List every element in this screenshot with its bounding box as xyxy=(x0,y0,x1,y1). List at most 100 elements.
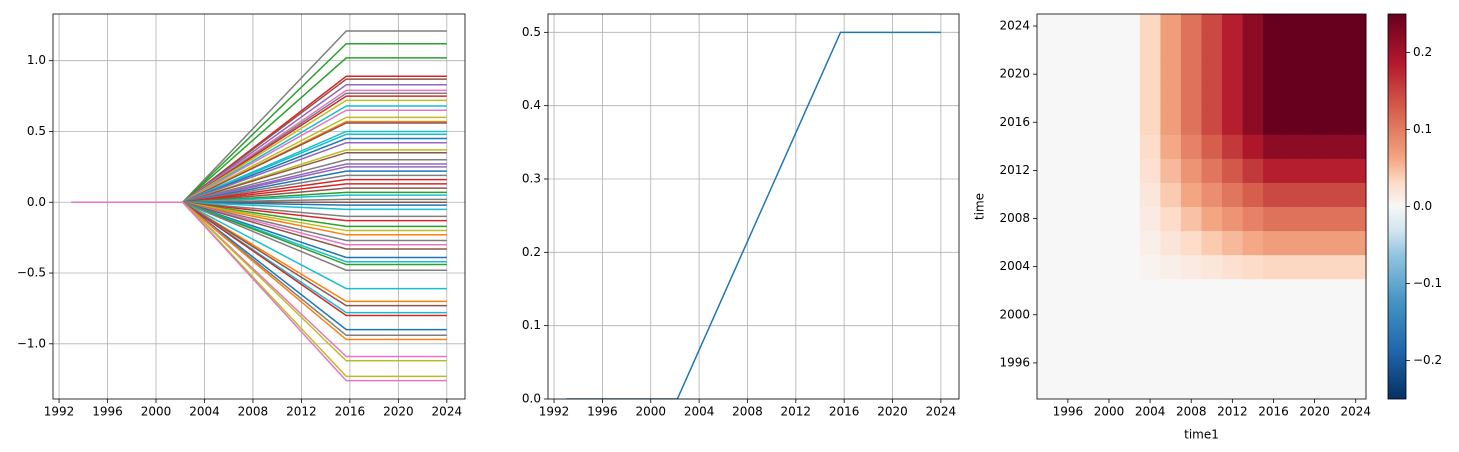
heatmap-cell xyxy=(1201,110,1223,135)
heatmap-cell xyxy=(1304,254,1326,280)
heatmap-cell xyxy=(1119,326,1141,352)
heatmap-cell xyxy=(1201,302,1223,328)
y-tick-label: 2000 xyxy=(999,307,1030,321)
heatmap-cell xyxy=(1139,38,1161,63)
heatmap-cell xyxy=(1263,38,1285,63)
heatmap-cell xyxy=(1180,278,1202,304)
heatmap-cell xyxy=(1057,110,1079,135)
heatmap-cell xyxy=(1263,158,1285,183)
heatmap-cell xyxy=(1160,182,1182,207)
heatmap-cell xyxy=(1057,14,1079,39)
heatmap-cell xyxy=(1057,206,1079,232)
x-tick-label: 2008 xyxy=(1176,405,1207,419)
heatmap-cell xyxy=(1345,278,1367,304)
heatmap-cell xyxy=(1078,206,1100,232)
heatmap-cell xyxy=(1304,374,1326,400)
colorbar-tick-label: 0.2 xyxy=(1413,45,1432,59)
heatmap-cell xyxy=(1098,14,1120,39)
heatmap-cell xyxy=(1324,278,1346,304)
y-tick-label: 2020 xyxy=(999,67,1030,81)
series-line xyxy=(71,201,447,382)
heatmap-cell xyxy=(1304,158,1326,183)
heatmap-cell xyxy=(1057,230,1079,256)
heatmap-cell xyxy=(1242,350,1264,376)
heatmap-cell xyxy=(1242,110,1264,135)
heatmap-cell xyxy=(1180,230,1202,256)
heatmap-cell xyxy=(1160,206,1182,232)
heatmap-cell xyxy=(1180,326,1202,352)
heatmap-cell xyxy=(1263,206,1285,232)
heatmap-cell xyxy=(1037,206,1059,232)
heatmap-cell xyxy=(1078,278,1100,304)
x-tick-label: 2012 xyxy=(781,405,812,419)
heatmap-cell xyxy=(1180,62,1202,87)
x-tick-label: 2016 xyxy=(1258,405,1289,419)
y-tick-label: 0.5 xyxy=(522,25,541,39)
heatmap-cell xyxy=(1283,110,1305,135)
heatmap-cell xyxy=(1098,86,1120,111)
heatmap-cell xyxy=(1222,374,1244,400)
x-tick-label: 2012 xyxy=(1217,405,1248,419)
x-tick-label: 2024 xyxy=(926,405,957,419)
heatmap-cell xyxy=(1263,62,1285,87)
heatmap-cell xyxy=(1304,326,1326,352)
heatmap-cell xyxy=(1139,134,1161,159)
heatmap-cell xyxy=(1119,38,1141,63)
heatmap-cell xyxy=(1037,110,1059,135)
heatmap-cell xyxy=(1324,158,1346,183)
heatmap-cell xyxy=(1324,86,1346,111)
heatmap-cell xyxy=(1201,374,1223,400)
y-tick-label: 0.5 xyxy=(27,124,46,138)
heatmap-cell xyxy=(1345,302,1367,328)
heatmap-cell xyxy=(1304,278,1326,304)
heatmap-cell xyxy=(1345,110,1367,135)
axes-frame xyxy=(1036,13,1367,400)
x-tick-label: 1996 xyxy=(587,405,618,419)
heatmap-cell xyxy=(1242,182,1264,207)
x-tick-label: 2000 xyxy=(635,405,666,419)
x-tick-label: 2008 xyxy=(732,405,763,419)
axes-frame xyxy=(547,13,960,400)
heatmap-cell xyxy=(1324,182,1346,207)
heatmap-cell xyxy=(1098,374,1120,400)
heatmap-cell xyxy=(1139,86,1161,111)
heatmap-cell xyxy=(1119,254,1141,280)
heatmap-cell xyxy=(1283,374,1305,400)
axes-frame xyxy=(52,13,466,400)
heatmap-cell xyxy=(1304,206,1326,232)
x-tick-label: 2004 xyxy=(189,405,220,419)
heatmap-cell xyxy=(1037,278,1059,304)
heatmap-cell xyxy=(1180,38,1202,63)
heatmap-cell xyxy=(1263,230,1285,256)
heatmap-cell xyxy=(1078,38,1100,63)
heatmap-cell xyxy=(1139,326,1161,352)
heatmap-cell xyxy=(1283,158,1305,183)
heatmap-cell xyxy=(1078,62,1100,87)
heatmap-cell xyxy=(1119,230,1141,256)
heatmap-cell xyxy=(1098,182,1120,207)
x-axis-label: time1 xyxy=(1184,428,1219,442)
heatmap-cell xyxy=(1180,182,1202,207)
heatmap-cell xyxy=(1345,254,1367,280)
heatmap-cell xyxy=(1222,86,1244,111)
heatmap-cell xyxy=(1222,62,1244,87)
heatmap-cell xyxy=(1037,326,1059,352)
heatmap-cell xyxy=(1222,350,1244,376)
heatmap-cell xyxy=(1242,230,1264,256)
heatmap-cell xyxy=(1180,350,1202,376)
heatmap-cell xyxy=(1345,158,1367,183)
heatmap-cell xyxy=(1078,134,1100,159)
heatmap-cell xyxy=(1057,254,1079,280)
colorbar-tick-label: 0.1 xyxy=(1413,122,1432,136)
x-tick-label: 2020 xyxy=(1299,405,1330,419)
heatmap-cell xyxy=(1078,350,1100,376)
heatmap-cell xyxy=(1304,38,1326,63)
heatmap-cell xyxy=(1242,254,1264,280)
heatmap-cell xyxy=(1180,374,1202,400)
heatmap-cell xyxy=(1242,158,1264,183)
heatmap-cell xyxy=(1242,134,1264,159)
heatmap-cell xyxy=(1057,62,1079,87)
heatmap-cell xyxy=(1201,230,1223,256)
heatmap-cell xyxy=(1160,326,1182,352)
heatmap-cell xyxy=(1242,86,1264,111)
